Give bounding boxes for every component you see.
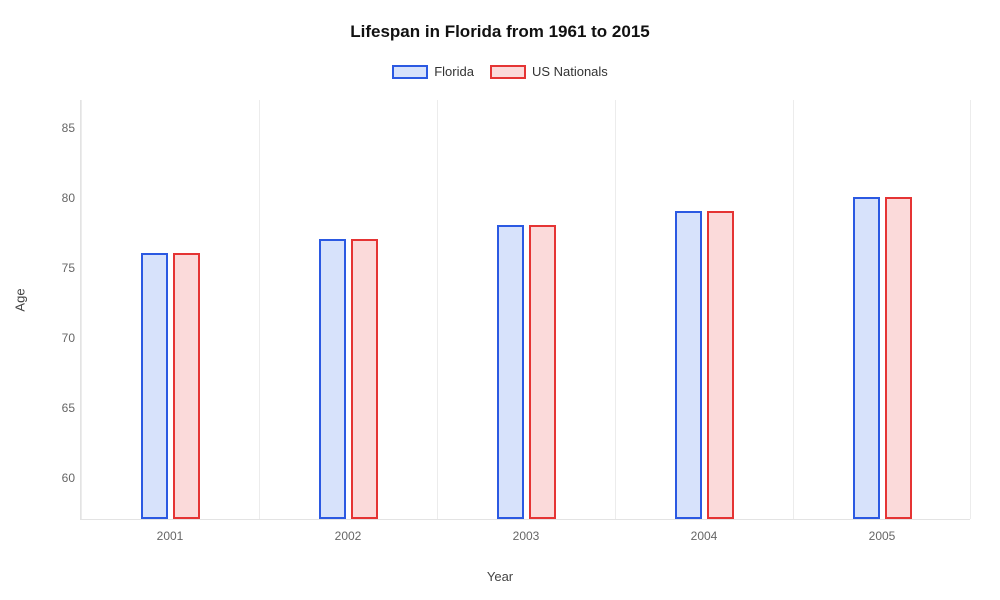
- chart-title: Lifespan in Florida from 1961 to 2015: [0, 22, 1000, 42]
- x-tick-label: 2003: [513, 529, 540, 543]
- legend-swatch-florida: [392, 65, 428, 79]
- legend-item-florida: Florida: [392, 64, 474, 79]
- grid-line-vertical: [259, 100, 260, 519]
- y-tick-label: 70: [41, 331, 75, 345]
- plot-area: 60657075808520012002200320042005: [80, 100, 970, 520]
- y-tick-label: 65: [41, 401, 75, 415]
- legend-label: US Nationals: [532, 64, 608, 79]
- bar-us-nationals: [707, 211, 734, 519]
- x-tick-label: 2002: [335, 529, 362, 543]
- bar-us-nationals: [173, 253, 200, 519]
- chart-legend: Florida US Nationals: [0, 64, 1000, 79]
- legend-item-us-nationals: US Nationals: [490, 64, 608, 79]
- grid-line-vertical: [81, 100, 82, 519]
- bar-us-nationals: [351, 239, 378, 519]
- bar-florida: [675, 211, 702, 519]
- x-tick-label: 2005: [869, 529, 896, 543]
- x-tick-label: 2004: [691, 529, 718, 543]
- grid-line-vertical: [615, 100, 616, 519]
- x-tick-label: 2001: [157, 529, 184, 543]
- grid-line-vertical: [970, 100, 971, 519]
- chart-container: Lifespan in Florida from 1961 to 2015 Fl…: [0, 0, 1000, 600]
- legend-swatch-us-nationals: [490, 65, 526, 79]
- y-tick-label: 75: [41, 261, 75, 275]
- bar-florida: [497, 225, 524, 519]
- legend-label: Florida: [434, 64, 474, 79]
- y-tick-label: 80: [41, 191, 75, 205]
- y-tick-label: 85: [41, 121, 75, 135]
- bar-us-nationals: [529, 225, 556, 519]
- x-axis-label: Year: [487, 569, 513, 584]
- grid-line-vertical: [793, 100, 794, 519]
- grid-line-vertical: [437, 100, 438, 519]
- y-tick-label: 60: [41, 471, 75, 485]
- bar-florida: [141, 253, 168, 519]
- bar-florida: [319, 239, 346, 519]
- bar-us-nationals: [885, 197, 912, 519]
- y-axis-label: Age: [13, 288, 28, 311]
- bar-florida: [853, 197, 880, 519]
